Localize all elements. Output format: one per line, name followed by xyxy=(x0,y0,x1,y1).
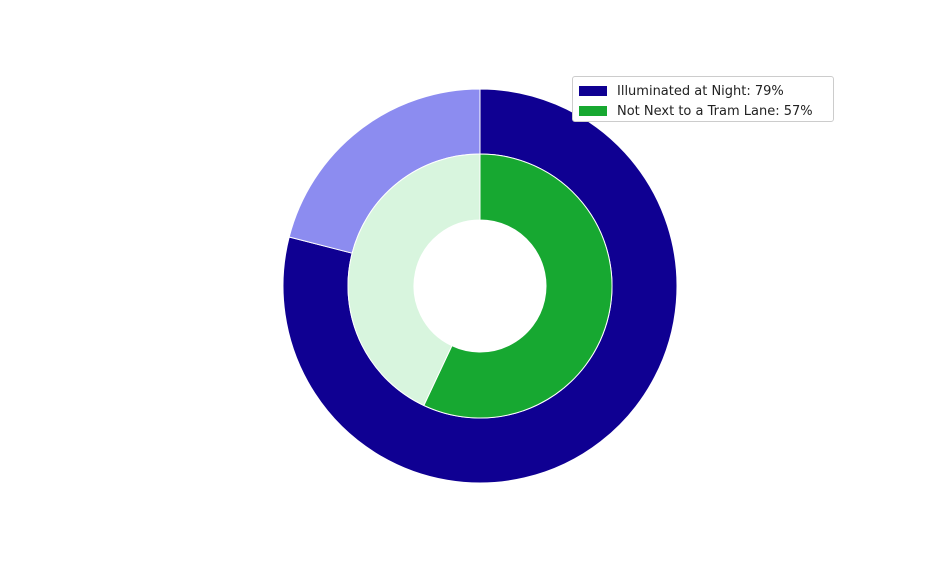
legend: Illuminated at Night: 79% Not Next to a … xyxy=(572,76,834,122)
legend-item-illuminated: Illuminated at Night: 79% xyxy=(579,81,827,101)
legend-label-illuminated: Illuminated at Night: 79% xyxy=(617,83,784,99)
legend-swatch-tram-lane xyxy=(579,106,607,116)
legend-swatch-illuminated xyxy=(579,86,607,96)
inner-ring-slice-yes xyxy=(423,153,613,419)
inner-ring-slice-remainder xyxy=(347,153,481,407)
legend-label-tram-lane: Not Next to a Tram Lane: 57% xyxy=(617,103,813,119)
legend-item-tram-lane: Not Next to a Tram Lane: 57% xyxy=(579,101,827,121)
inner-ring xyxy=(347,153,613,419)
outer-ring xyxy=(282,88,678,484)
